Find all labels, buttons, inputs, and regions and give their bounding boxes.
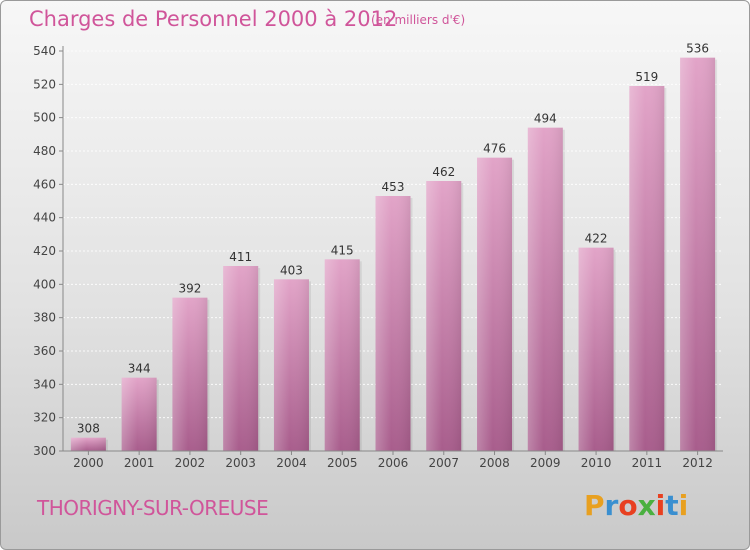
data-label: 392 — [178, 282, 201, 296]
data-label: 519 — [635, 70, 658, 84]
data-label: 415 — [331, 243, 354, 257]
bar-sheen — [223, 266, 259, 451]
y-tick-label: 540 — [33, 44, 56, 58]
x-tick-label: 2008 — [479, 456, 510, 470]
chart-title: Charges de Personnel 2000 à 2012 — [29, 7, 398, 31]
bar-sheen — [70, 437, 106, 451]
y-tick-label: 460 — [33, 177, 56, 191]
x-tick-label: 2006 — [378, 456, 409, 470]
x-tick-label: 2009 — [530, 456, 561, 470]
bar-sheen — [172, 297, 208, 451]
logo-letter: P — [584, 489, 605, 522]
data-label: 403 — [280, 263, 303, 277]
logo-letter: r — [604, 489, 619, 522]
bar-sheen — [324, 259, 360, 451]
bar-sheen — [273, 279, 309, 451]
data-label: 422 — [585, 232, 608, 246]
y-tick-label: 380 — [33, 311, 56, 325]
x-tick-label: 2001 — [124, 456, 155, 470]
y-tick-label: 360 — [33, 344, 56, 358]
bar-sheen — [426, 181, 462, 451]
y-tick-label: 420 — [33, 244, 56, 258]
y-tick-label: 300 — [33, 444, 56, 458]
x-tick-label: 2000 — [73, 456, 104, 470]
y-tick-label: 440 — [33, 211, 56, 225]
logo-letter: o — [618, 489, 638, 522]
x-tick-label: 2003 — [225, 456, 256, 470]
bar-sheen — [477, 157, 513, 451]
y-tick-label: 320 — [33, 411, 56, 425]
bar-sheen — [578, 247, 614, 451]
data-label: 536 — [686, 42, 709, 56]
logo-letter: i — [678, 489, 689, 522]
data-label: 411 — [229, 250, 252, 264]
y-tick-label: 500 — [33, 111, 56, 125]
y-tick-label: 400 — [33, 277, 56, 291]
logo-letter: x — [637, 489, 656, 522]
bar-sheen — [527, 127, 563, 452]
data-label: 344 — [128, 362, 151, 376]
data-label: 308 — [77, 422, 100, 436]
y-tick-label: 340 — [33, 377, 56, 391]
chart-subtitle: (en milliers d'€) — [371, 13, 466, 27]
data-label: 462 — [432, 165, 455, 179]
bar-sheen — [629, 86, 665, 451]
bar-sheen — [680, 57, 716, 452]
x-tick-label: 2002 — [175, 456, 206, 470]
bar-sheen — [121, 377, 157, 451]
x-tick-label: 2012 — [682, 456, 713, 470]
x-tick-label: 2010 — [581, 456, 612, 470]
bar-sheen — [375, 196, 411, 451]
data-label: 476 — [483, 142, 506, 156]
x-tick-label: 2011 — [632, 456, 663, 470]
proxiti-logo[interactable]: Proxiti — [584, 489, 688, 522]
data-label: 453 — [382, 180, 405, 194]
logo-letter: t — [665, 489, 679, 522]
x-tick-label: 2007 — [428, 456, 459, 470]
y-tick-label: 480 — [33, 144, 56, 158]
place-name: THORIGNY-SUR-OREUSE — [37, 496, 269, 520]
data-label: 494 — [534, 112, 557, 126]
y-tick-label: 520 — [33, 77, 56, 91]
logo-letter: i — [655, 489, 666, 522]
x-tick-label: 2004 — [276, 456, 307, 470]
x-tick-label: 2005 — [327, 456, 358, 470]
